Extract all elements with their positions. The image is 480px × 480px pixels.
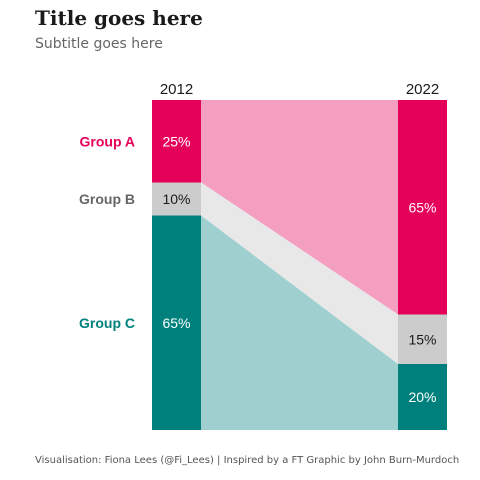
data-label-group-c-2022: 20% — [408, 389, 436, 405]
data-label-group-c-2012: 65% — [162, 315, 190, 331]
chart-caption: Visualisation: Fiona Lees (@Fi_Lees) | I… — [35, 455, 460, 466]
chart-subtitle: Subtitle goes here — [35, 36, 163, 52]
bar-group-c-2012 — [152, 215, 201, 430]
data-label-group-a-2022: 65% — [408, 199, 436, 215]
column-label-2012: 2012 — [160, 81, 193, 98]
data-label-group-a-2012: 25% — [162, 133, 190, 149]
bar-group-c-2022 — [398, 364, 447, 430]
band-group-c — [201, 215, 398, 430]
data-label-group-b-2012: 10% — [162, 191, 190, 207]
bar-group-a-2022 — [398, 100, 447, 315]
data-label-group-b-2022: 15% — [408, 331, 436, 347]
bar-group-b-2012 — [152, 182, 201, 216]
column-label-2022: 2022 — [406, 81, 439, 98]
band-group-b — [201, 182, 398, 364]
group-label-group-b: Group B — [79, 191, 135, 207]
bar-group-b-2022 — [398, 314, 447, 364]
chart-title: Title goes here — [35, 6, 203, 30]
group-label-group-a: Group A — [80, 133, 135, 149]
group-label-group-c: Group C — [79, 315, 135, 331]
bar-group-a-2012 — [152, 100, 201, 183]
band-group-a — [201, 100, 398, 315]
